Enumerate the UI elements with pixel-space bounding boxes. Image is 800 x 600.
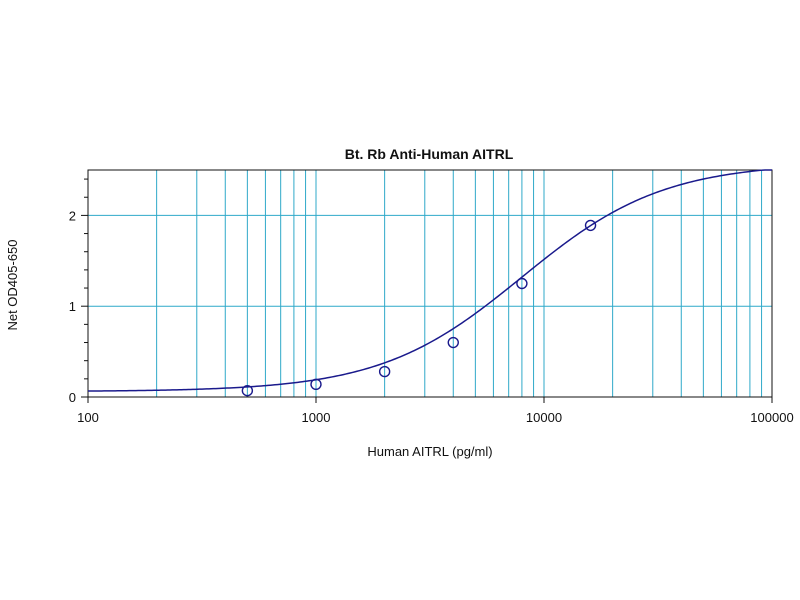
grid <box>88 170 772 397</box>
x-axis-label: Human AITRL (pg/ml) <box>367 444 492 459</box>
data-point <box>310 378 322 390</box>
plot-frame <box>87 169 773 398</box>
x-tick-label: 100 <box>77 410 99 425</box>
fit-curve <box>87 169 772 392</box>
x-tick-label: 100000 <box>750 410 793 425</box>
y-axis-label: Net OD405-650 <box>5 239 20 330</box>
x-tick-label: 10000 <box>526 410 562 425</box>
y-tick-label: 1 <box>69 299 76 314</box>
data-point <box>447 336 459 349</box>
data-point <box>516 277 528 290</box>
chart-title: Bt. Rb Anti-Human AITRL <box>345 146 514 162</box>
y-tick-label: 2 <box>69 208 76 223</box>
data-point <box>378 365 391 378</box>
y-tick-label: 0 <box>69 390 76 405</box>
data-points <box>241 219 597 397</box>
fit-curve-group <box>87 169 772 392</box>
data-point <box>241 384 254 397</box>
x-tick-label: 1000 <box>302 410 331 425</box>
data-point <box>584 219 597 232</box>
axis-ticks: 100 1000 10000 100000 0 1 2 <box>69 178 794 425</box>
